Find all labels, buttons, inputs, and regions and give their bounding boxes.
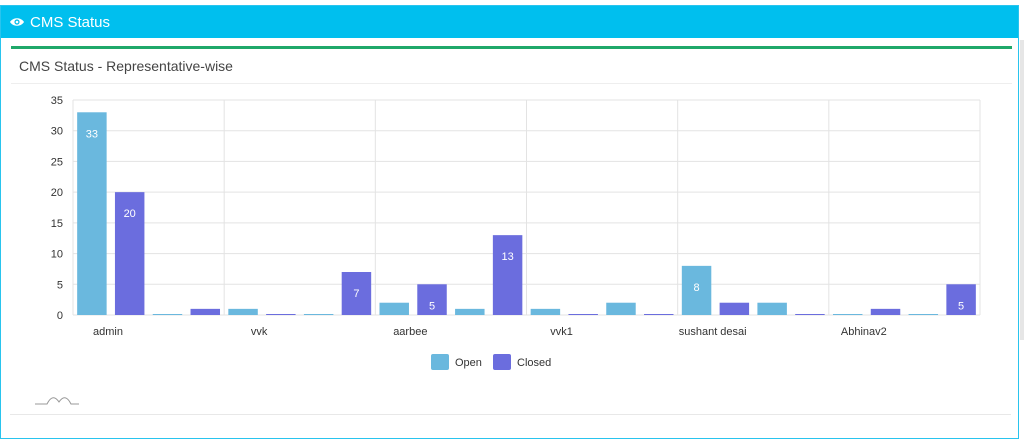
bar [190, 308, 221, 315]
panel-title: CMS Status [30, 13, 111, 31]
bar [492, 235, 523, 315]
x-tick-label: Abhinav2 [841, 326, 887, 338]
chart-box: CMS Status - Representative-wise [11, 46, 1012, 416]
bar [644, 314, 674, 315]
bar [832, 314, 863, 315]
x-tick-label: admin [93, 326, 123, 338]
bar [606, 302, 636, 315]
panel-header: CMS Status [1, 6, 1018, 38]
y-tick-label: 5 [57, 279, 63, 291]
data-label: 33 [86, 128, 98, 140]
bar [114, 192, 145, 315]
bar [908, 314, 939, 315]
bar [530, 308, 561, 315]
bar [870, 308, 901, 315]
sparkline-icon [35, 397, 79, 405]
bar [379, 302, 409, 315]
bar [946, 284, 976, 315]
y-tick-label: 25 [51, 156, 63, 168]
cms-status-panel: CMS Status CMS Status - Representative-w… [0, 5, 1019, 439]
data-label: 13 [501, 251, 513, 263]
bar [455, 308, 485, 315]
bar [77, 112, 107, 316]
y-tick-label: 35 [51, 95, 63, 107]
y-tick-label: 20 [51, 187, 63, 199]
bar [341, 272, 372, 315]
data-label: 7 [353, 288, 359, 300]
legend-label: Closed [517, 357, 551, 369]
data-label: 8 [694, 282, 700, 294]
footer-divider [10, 414, 1011, 415]
x-tick-label: vvk1 [550, 326, 573, 338]
data-label: 20 [124, 208, 136, 220]
bar [228, 308, 258, 315]
y-tick-label: 10 [51, 249, 63, 261]
legend-label: Open [455, 357, 482, 369]
data-label: 5 [958, 300, 964, 312]
bar [681, 265, 712, 315]
legend-swatch [431, 354, 449, 370]
y-tick-label: 15 [51, 218, 63, 230]
bar [152, 314, 183, 315]
x-tick-label: vvk [251, 326, 268, 338]
bar [303, 314, 334, 315]
bar-chart: 0 5 10 15 20 25 30 35 33 20 7 5 13 8 5 admin vvk aarbee vv… [35, 95, 981, 405]
data-label: 5 [429, 300, 435, 312]
bar [719, 302, 750, 315]
chart-box-title: CMS Status - Representative-wise [19, 58, 233, 74]
y-tick-label: 0 [57, 310, 63, 322]
x-tick-label: sushant desai [679, 326, 747, 338]
bar [568, 314, 598, 315]
scrollbar[interactable] [1020, 40, 1024, 340]
bar [757, 302, 787, 315]
divider [11, 83, 1012, 84]
bar [795, 314, 825, 315]
bar [266, 314, 296, 315]
y-tick-label: 30 [51, 126, 63, 138]
bar [417, 284, 447, 315]
x-tick-label: aarbee [393, 326, 427, 338]
legend-swatch [493, 354, 511, 370]
eye-icon [10, 18, 24, 26]
